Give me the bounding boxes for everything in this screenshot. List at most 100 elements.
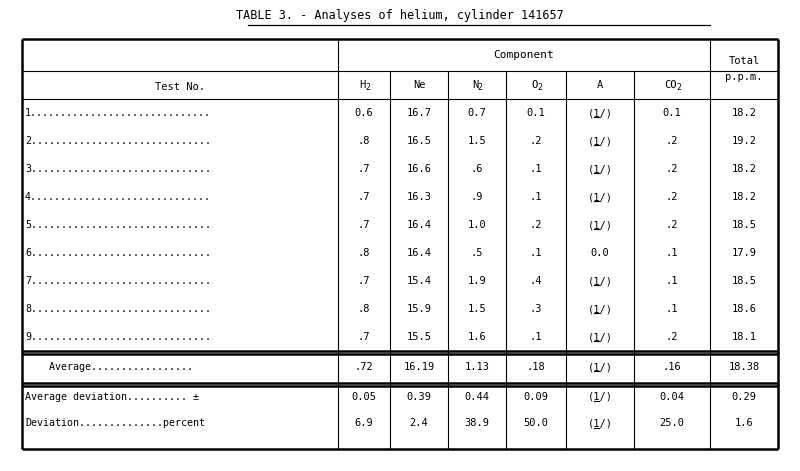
Text: 1.6: 1.6 xyxy=(468,332,486,342)
Text: 1.13: 1.13 xyxy=(465,362,490,372)
Text: 4..............................: 4.............................. xyxy=(25,192,211,202)
Text: 1.9: 1.9 xyxy=(468,276,486,286)
Text: 0.6: 0.6 xyxy=(354,108,374,118)
Text: TABLE 3. - Analyses of helium, cylinder 141657: TABLE 3. - Analyses of helium, cylinder … xyxy=(236,9,564,23)
Text: 0.04: 0.04 xyxy=(659,391,685,401)
Text: p.p.m.: p.p.m. xyxy=(726,72,762,82)
Text: (1/): (1/) xyxy=(587,332,613,342)
Text: 2.4: 2.4 xyxy=(410,419,428,429)
Text: .1: .1 xyxy=(530,164,542,174)
Text: 18.1: 18.1 xyxy=(731,332,757,342)
Text: .5: .5 xyxy=(470,248,483,258)
Text: (1/): (1/) xyxy=(587,419,613,429)
Text: 8..............................: 8.............................. xyxy=(25,304,211,314)
Text: 16.5: 16.5 xyxy=(406,136,431,146)
Text: .8: .8 xyxy=(358,304,370,314)
Text: 2..............................: 2.............................. xyxy=(25,136,211,146)
Text: 18.2: 18.2 xyxy=(731,164,757,174)
Text: 17.9: 17.9 xyxy=(731,248,757,258)
Text: Test No.: Test No. xyxy=(155,82,205,92)
Text: .1: .1 xyxy=(666,276,678,286)
Text: 16.3: 16.3 xyxy=(406,192,431,202)
Text: .6: .6 xyxy=(470,164,483,174)
Text: 9..............................: 9.............................. xyxy=(25,332,211,342)
Text: 18.2: 18.2 xyxy=(731,108,757,118)
Text: Deviation..............percent: Deviation..............percent xyxy=(25,419,205,429)
Text: 38.9: 38.9 xyxy=(465,419,490,429)
Text: 1..............................: 1.............................. xyxy=(25,108,211,118)
Text: .16: .16 xyxy=(662,362,682,372)
Text: .2: .2 xyxy=(666,164,678,174)
Text: 16.4: 16.4 xyxy=(406,220,431,230)
Text: 0.7: 0.7 xyxy=(468,108,486,118)
Text: 0.44: 0.44 xyxy=(465,391,490,401)
Text: (1/): (1/) xyxy=(587,304,613,314)
Text: 0.1: 0.1 xyxy=(526,108,546,118)
Text: Total: Total xyxy=(728,56,760,66)
Text: (1/): (1/) xyxy=(587,362,613,372)
Text: 0.09: 0.09 xyxy=(523,391,549,401)
Text: .7: .7 xyxy=(358,192,370,202)
Text: .2: .2 xyxy=(666,332,678,342)
Text: 18.2: 18.2 xyxy=(731,192,757,202)
Text: .1: .1 xyxy=(666,304,678,314)
Text: (1/): (1/) xyxy=(587,391,613,401)
Text: .1: .1 xyxy=(530,332,542,342)
Text: .3: .3 xyxy=(530,304,542,314)
Text: (1/): (1/) xyxy=(587,108,613,118)
Text: 16.6: 16.6 xyxy=(406,164,431,174)
Text: Average.................: Average................. xyxy=(25,362,193,372)
Text: 18.5: 18.5 xyxy=(731,220,757,230)
Text: (1/): (1/) xyxy=(587,164,613,174)
Text: 19.2: 19.2 xyxy=(731,136,757,146)
Text: 0.1: 0.1 xyxy=(662,108,682,118)
Text: .18: .18 xyxy=(526,362,546,372)
Text: .72: .72 xyxy=(354,362,374,372)
Text: 25.0: 25.0 xyxy=(659,419,685,429)
Text: 2: 2 xyxy=(478,83,483,92)
Text: 16.4: 16.4 xyxy=(406,248,431,258)
Text: (1/): (1/) xyxy=(587,276,613,286)
Text: .2: .2 xyxy=(530,220,542,230)
Text: 50.0: 50.0 xyxy=(523,419,549,429)
Text: .1: .1 xyxy=(530,192,542,202)
Text: 1.5: 1.5 xyxy=(468,136,486,146)
Text: .8: .8 xyxy=(358,136,370,146)
Text: 16.7: 16.7 xyxy=(406,108,431,118)
Text: (1/): (1/) xyxy=(587,192,613,202)
Text: Component: Component xyxy=(494,50,554,60)
Text: 2: 2 xyxy=(537,83,542,92)
Text: .8: .8 xyxy=(358,248,370,258)
Text: 18.6: 18.6 xyxy=(731,304,757,314)
Text: 15.9: 15.9 xyxy=(406,304,431,314)
Text: .1: .1 xyxy=(666,248,678,258)
Text: 1.5: 1.5 xyxy=(468,304,486,314)
Text: Average deviation.......... ±: Average deviation.......... ± xyxy=(25,391,199,401)
Text: 1.0: 1.0 xyxy=(468,220,486,230)
Text: 0.05: 0.05 xyxy=(351,391,377,401)
Text: A: A xyxy=(597,80,603,90)
Text: .7: .7 xyxy=(358,276,370,286)
Text: 3..............................: 3.............................. xyxy=(25,164,211,174)
Text: 0.29: 0.29 xyxy=(731,391,757,401)
Text: .2: .2 xyxy=(666,220,678,230)
Text: 0.0: 0.0 xyxy=(590,248,610,258)
Text: N: N xyxy=(472,80,478,90)
Text: .7: .7 xyxy=(358,220,370,230)
Text: 6.9: 6.9 xyxy=(354,419,374,429)
Text: .2: .2 xyxy=(666,192,678,202)
Text: 15.4: 15.4 xyxy=(406,276,431,286)
Text: .2: .2 xyxy=(530,136,542,146)
Text: .2: .2 xyxy=(666,136,678,146)
Text: .9: .9 xyxy=(470,192,483,202)
Text: .7: .7 xyxy=(358,164,370,174)
Text: CO: CO xyxy=(664,80,677,90)
Text: 2: 2 xyxy=(365,83,370,92)
Text: (1/): (1/) xyxy=(587,220,613,230)
Text: .1: .1 xyxy=(530,248,542,258)
Text: (1/): (1/) xyxy=(587,136,613,146)
Text: .4: .4 xyxy=(530,276,542,286)
Text: 18.5: 18.5 xyxy=(731,276,757,286)
Text: H: H xyxy=(359,80,366,90)
Text: 6..............................: 6.............................. xyxy=(25,248,211,258)
